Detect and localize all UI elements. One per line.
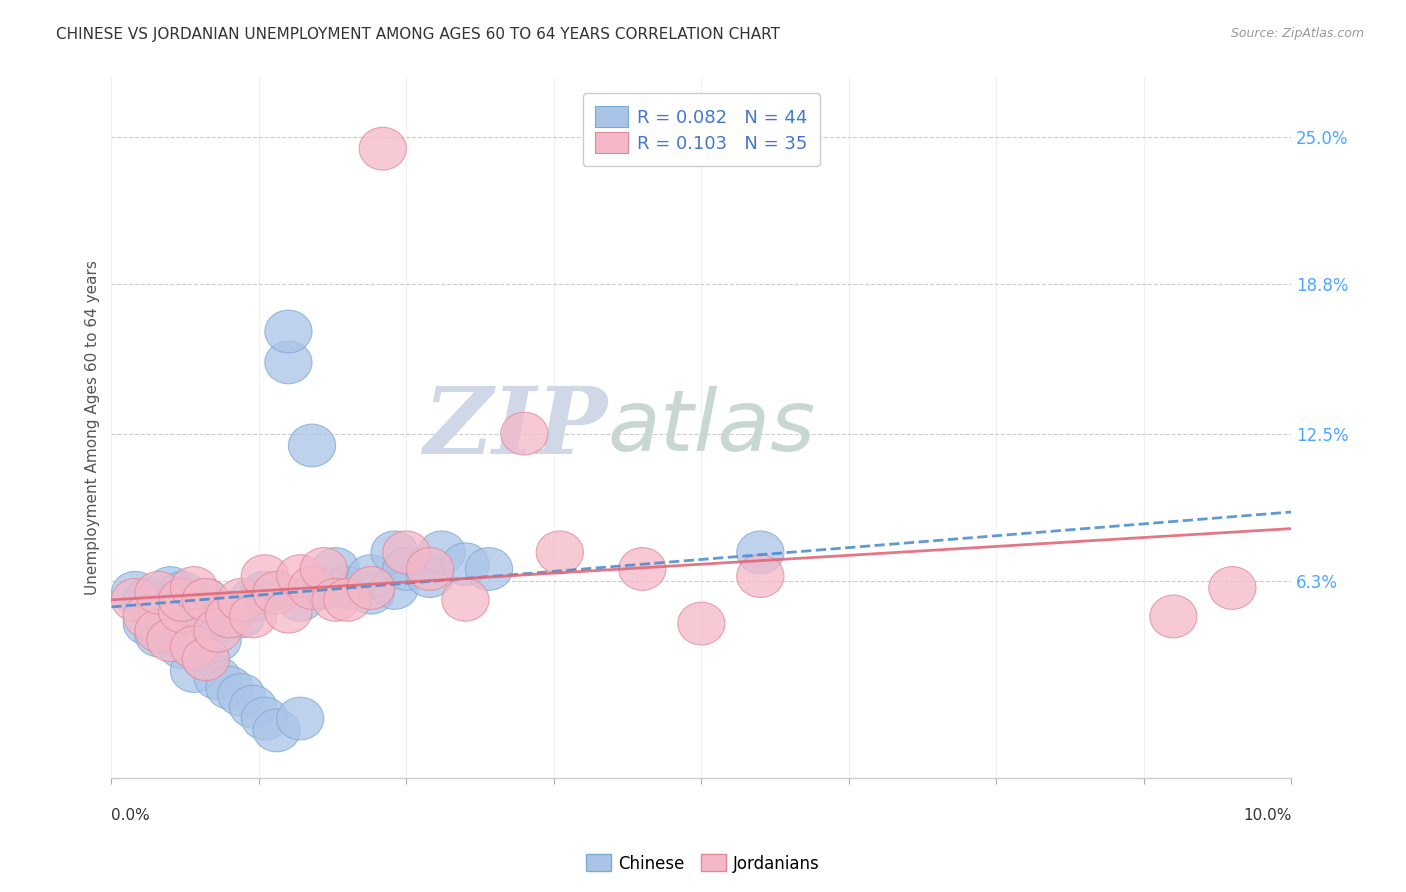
Ellipse shape (323, 579, 371, 621)
Ellipse shape (359, 128, 406, 170)
Ellipse shape (277, 698, 323, 740)
Ellipse shape (264, 591, 312, 633)
Text: CHINESE VS JORDANIAN UNEMPLOYMENT AMONG AGES 60 TO 64 YEARS CORRELATION CHART: CHINESE VS JORDANIAN UNEMPLOYMENT AMONG … (56, 27, 780, 42)
Ellipse shape (312, 579, 359, 621)
Ellipse shape (170, 649, 218, 692)
Ellipse shape (277, 579, 323, 621)
Legend: Chinese, Jordanians: Chinese, Jordanians (579, 847, 827, 880)
Ellipse shape (111, 579, 159, 621)
Ellipse shape (183, 579, 229, 621)
Ellipse shape (218, 595, 264, 638)
Ellipse shape (277, 555, 323, 598)
Ellipse shape (347, 572, 395, 614)
Ellipse shape (124, 595, 170, 638)
Ellipse shape (371, 531, 418, 574)
Ellipse shape (242, 698, 288, 740)
Ellipse shape (124, 602, 170, 645)
Ellipse shape (371, 566, 418, 609)
Text: Source: ZipAtlas.com: Source: ZipAtlas.com (1230, 27, 1364, 40)
Ellipse shape (183, 638, 229, 681)
Ellipse shape (264, 310, 312, 353)
Text: ZIP: ZIP (423, 383, 607, 473)
Ellipse shape (288, 566, 336, 609)
Ellipse shape (218, 579, 264, 621)
Ellipse shape (737, 531, 785, 574)
Ellipse shape (205, 595, 253, 638)
Ellipse shape (382, 548, 430, 591)
Ellipse shape (146, 566, 194, 609)
Ellipse shape (264, 341, 312, 384)
Ellipse shape (194, 609, 242, 652)
Text: 10.0%: 10.0% (1243, 808, 1291, 823)
Ellipse shape (135, 591, 183, 633)
Ellipse shape (229, 579, 277, 621)
Ellipse shape (737, 555, 785, 598)
Ellipse shape (183, 579, 229, 621)
Ellipse shape (253, 709, 301, 752)
Ellipse shape (159, 626, 205, 669)
Ellipse shape (124, 579, 170, 621)
Ellipse shape (406, 555, 454, 598)
Ellipse shape (288, 424, 336, 467)
Ellipse shape (194, 657, 242, 699)
Ellipse shape (242, 572, 288, 614)
Ellipse shape (194, 619, 242, 662)
Ellipse shape (418, 531, 465, 574)
Ellipse shape (347, 555, 395, 598)
Ellipse shape (301, 548, 347, 591)
Legend: R = 0.082   N = 44, R = 0.103   N = 35: R = 0.082 N = 44, R = 0.103 N = 35 (582, 94, 820, 166)
Ellipse shape (312, 548, 359, 591)
Ellipse shape (1209, 566, 1256, 609)
Y-axis label: Unemployment Among Ages 60 to 64 years: Unemployment Among Ages 60 to 64 years (86, 260, 100, 595)
Ellipse shape (135, 609, 183, 652)
Ellipse shape (465, 548, 513, 591)
Ellipse shape (146, 619, 194, 662)
Ellipse shape (159, 572, 205, 614)
Ellipse shape (301, 566, 347, 609)
Text: atlas: atlas (607, 386, 815, 469)
Ellipse shape (229, 685, 277, 728)
Ellipse shape (678, 602, 725, 645)
Ellipse shape (135, 572, 183, 614)
Ellipse shape (323, 566, 371, 609)
Ellipse shape (170, 566, 218, 609)
Ellipse shape (111, 572, 159, 614)
Ellipse shape (501, 412, 548, 455)
Ellipse shape (347, 566, 395, 609)
Ellipse shape (406, 548, 454, 591)
Ellipse shape (146, 609, 194, 652)
Ellipse shape (183, 638, 229, 681)
Ellipse shape (441, 543, 489, 585)
Ellipse shape (536, 531, 583, 574)
Ellipse shape (159, 591, 205, 633)
Ellipse shape (146, 595, 194, 638)
Ellipse shape (218, 673, 264, 716)
Ellipse shape (619, 548, 666, 591)
Ellipse shape (159, 579, 205, 621)
Ellipse shape (229, 595, 277, 638)
Ellipse shape (382, 531, 430, 574)
Ellipse shape (1150, 595, 1197, 638)
Ellipse shape (441, 579, 489, 621)
Ellipse shape (242, 555, 288, 598)
Ellipse shape (183, 609, 229, 652)
Ellipse shape (205, 666, 253, 709)
Ellipse shape (170, 626, 218, 669)
Ellipse shape (135, 614, 183, 657)
Ellipse shape (253, 572, 301, 614)
Text: 0.0%: 0.0% (111, 808, 150, 823)
Ellipse shape (205, 591, 253, 633)
Ellipse shape (170, 585, 218, 628)
